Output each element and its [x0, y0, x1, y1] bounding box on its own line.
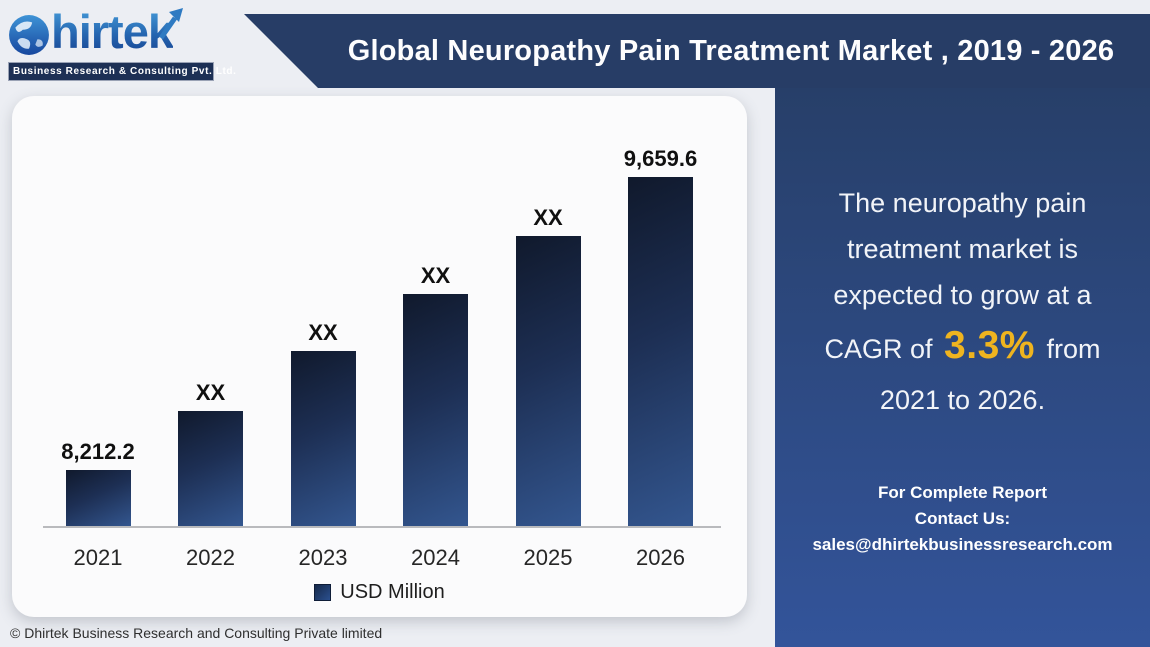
- summary-line: treatment market is: [846, 234, 1079, 264]
- brand-tagline: Business Research & Consulting Pvt. Ltd.: [8, 62, 236, 81]
- contact-subheading: Contact Us:: [914, 509, 1011, 528]
- bar-2025: [515, 236, 581, 526]
- bar-2023: [290, 351, 356, 526]
- bar-value-label-2026: 9,659.6: [623, 146, 698, 171]
- bar-2024: [403, 294, 468, 526]
- bar-2021: [65, 470, 131, 526]
- bar-2022: [178, 411, 243, 526]
- brand-row: hirtek: [8, 6, 248, 60]
- globe-icon: [9, 15, 49, 55]
- cagr-highlight: 3.3%: [944, 324, 1035, 367]
- cagr-prefix: CAGR of: [824, 334, 941, 364]
- summary-line: The neuropathy pain: [838, 188, 1087, 218]
- legend: USD Million: [12, 581, 747, 604]
- x-tick-label-2021: 2021: [73, 545, 123, 570]
- brand-text: hirtek: [51, 5, 174, 58]
- bar-value-label-2025: XX: [533, 205, 563, 230]
- trend-arrow-icon: [158, 8, 183, 40]
- x-tick-label-2026: 2026: [636, 545, 685, 570]
- x-tick-label-2024: 2024: [411, 545, 460, 570]
- chart-card: USD Million 8,212.2 2021 XX 2022 XX 2023 XX 202…: [12, 96, 747, 617]
- header-band: Global Neuropathy Pain Treatment Market …: [244, 14, 1150, 88]
- bar-value-label-2022: XX: [195, 380, 226, 405]
- bar-value-label-2023: XX: [308, 320, 338, 345]
- copyright-note: © Dhirtek Business Research and Consulti…: [10, 625, 383, 641]
- contact-email: sales@dhirtekbusinessresearch.com: [812, 535, 1113, 554]
- market-summary: The neuropathy pain treatment market is …: [785, 180, 1140, 423]
- bar-value-label-2024: XX: [420, 263, 451, 288]
- legend-swatch: [314, 584, 332, 601]
- x-axis-line: [43, 526, 721, 528]
- bar-value-label-2021: 8,212.2: [61, 439, 135, 464]
- contact-block: For Complete Report Contact Us: sales@dh…: [779, 480, 1146, 558]
- side-panel: The neuropathy pain treatment market is …: [775, 88, 1150, 647]
- bar-chart: USD Million 8,212.2 2021 XX 2022 XX 2023 XX 202…: [12, 96, 747, 617]
- x-tick-label-2022: 2022: [186, 545, 235, 570]
- cagr-line: CAGR of 3.3% from: [785, 318, 1140, 377]
- x-tick-label-2023: 2023: [298, 545, 348, 570]
- brand-logo: hirtek Business Research & Consulting Pv…: [8, 6, 248, 81]
- summary-line: expected to grow at a: [833, 280, 1092, 310]
- x-tick-label-2025: 2025: [523, 545, 573, 570]
- bar-2026: [628, 177, 693, 526]
- legend-label: USD Million: [340, 581, 445, 603]
- summary-line: 2021 to 2026.: [879, 385, 1046, 415]
- contact-heading: For Complete Report: [877, 483, 1048, 502]
- cagr-suffix: from: [1046, 334, 1101, 364]
- page-title: Global Neuropathy Pain Treatment Market …: [347, 34, 1115, 67]
